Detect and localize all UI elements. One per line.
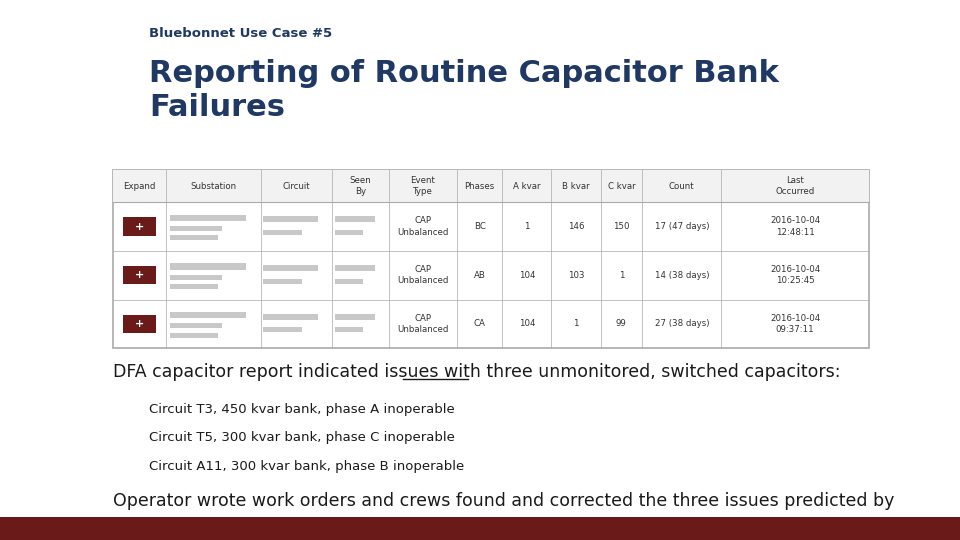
Text: 1: 1 (618, 271, 624, 280)
Text: B kvar: B kvar (563, 181, 589, 191)
FancyBboxPatch shape (170, 264, 247, 269)
FancyBboxPatch shape (0, 517, 960, 540)
Text: 2016-10-04
12:48:11: 2016-10-04 12:48:11 (770, 217, 820, 237)
FancyBboxPatch shape (335, 230, 363, 235)
Text: 1: 1 (573, 320, 579, 328)
Text: 2016-10-04
10:25:45: 2016-10-04 10:25:45 (770, 265, 820, 285)
FancyBboxPatch shape (123, 315, 156, 333)
FancyBboxPatch shape (170, 235, 218, 240)
Text: +: + (135, 221, 144, 232)
FancyBboxPatch shape (335, 265, 375, 271)
Text: 17 (47 days): 17 (47 days) (655, 222, 709, 231)
Text: CAP
Unbalanced: CAP Unbalanced (397, 314, 448, 334)
Text: 14 (38 days): 14 (38 days) (655, 271, 709, 280)
Text: 2016-10-04
09:37:11: 2016-10-04 09:37:11 (770, 314, 820, 334)
Text: CAP
Unbalanced: CAP Unbalanced (397, 265, 448, 285)
FancyBboxPatch shape (113, 170, 869, 202)
Text: AB: AB (474, 271, 486, 280)
Text: BC: BC (474, 222, 486, 231)
FancyBboxPatch shape (263, 265, 318, 271)
Text: Circuit: Circuit (282, 181, 310, 191)
Text: Count: Count (669, 181, 695, 191)
FancyBboxPatch shape (170, 333, 218, 338)
Text: Seen
By: Seen By (349, 177, 372, 196)
Text: Expand: Expand (124, 181, 156, 191)
Text: CAP
Unbalanced: CAP Unbalanced (397, 217, 448, 237)
FancyBboxPatch shape (170, 312, 247, 319)
FancyBboxPatch shape (263, 230, 301, 235)
FancyBboxPatch shape (123, 266, 156, 285)
Text: C kvar: C kvar (608, 181, 636, 191)
FancyBboxPatch shape (263, 314, 318, 320)
Text: 1: 1 (524, 222, 530, 231)
FancyBboxPatch shape (113, 170, 869, 348)
Text: Circuit T3, 450 kvar bank, phase A inoperable: Circuit T3, 450 kvar bank, phase A inope… (149, 403, 454, 416)
Text: A kvar: A kvar (514, 181, 540, 191)
FancyBboxPatch shape (170, 226, 222, 231)
Text: Substation: Substation (190, 181, 236, 191)
Text: Phases: Phases (465, 181, 494, 191)
Text: 27 (38 days): 27 (38 days) (655, 320, 709, 328)
FancyBboxPatch shape (170, 323, 222, 328)
FancyBboxPatch shape (263, 279, 301, 284)
FancyBboxPatch shape (335, 279, 363, 284)
Text: Circuit A11, 300 kvar bank, phase B inoperable: Circuit A11, 300 kvar bank, phase B inop… (149, 460, 464, 472)
Text: CA: CA (474, 320, 486, 328)
Text: 104: 104 (518, 271, 535, 280)
Text: 99: 99 (616, 320, 627, 328)
Text: Last
Occurred: Last Occurred (776, 177, 815, 196)
FancyBboxPatch shape (170, 275, 222, 280)
FancyBboxPatch shape (123, 217, 156, 236)
FancyBboxPatch shape (263, 217, 318, 222)
FancyBboxPatch shape (170, 284, 218, 289)
Text: 150: 150 (613, 222, 630, 231)
FancyBboxPatch shape (335, 327, 363, 332)
Text: 103: 103 (567, 271, 585, 280)
Text: 104: 104 (518, 320, 535, 328)
Text: Operator wrote work orders and crews found and corrected the three issues predic: Operator wrote work orders and crews fou… (113, 492, 895, 535)
FancyBboxPatch shape (263, 327, 301, 332)
FancyBboxPatch shape (335, 217, 375, 222)
Text: Reporting of Routine Capacitor Bank
Failures: Reporting of Routine Capacitor Bank Fail… (149, 59, 779, 122)
FancyBboxPatch shape (335, 314, 375, 320)
Text: 146: 146 (567, 222, 585, 231)
Text: Circuit T5, 300 kvar bank, phase C inoperable: Circuit T5, 300 kvar bank, phase C inope… (149, 431, 455, 444)
Text: +: + (135, 270, 144, 280)
Text: Event
Type: Event Type (411, 177, 436, 196)
Text: DFA capacitor report indicated issues with three unmonitored, switched capacitor: DFA capacitor report indicated issues wi… (113, 363, 841, 381)
Text: Bluebonnet Use Case #5: Bluebonnet Use Case #5 (149, 27, 332, 40)
Text: +: + (135, 319, 144, 329)
FancyBboxPatch shape (170, 214, 247, 221)
